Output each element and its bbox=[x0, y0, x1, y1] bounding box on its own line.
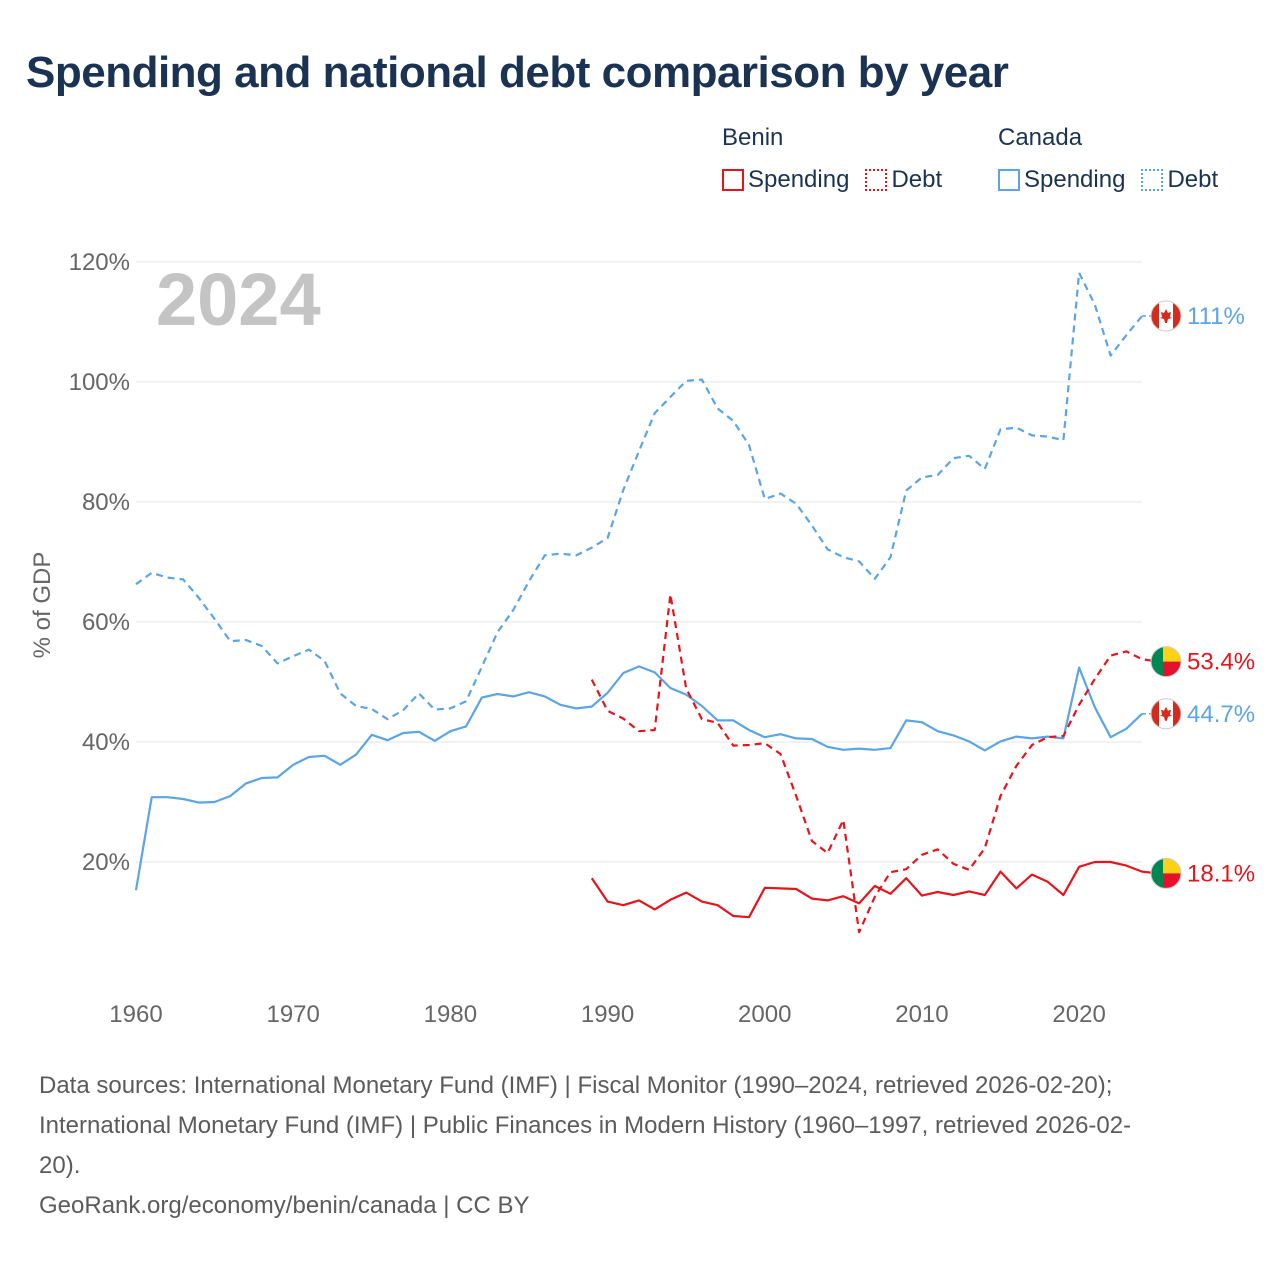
legend-swatch-solid-icon bbox=[998, 169, 1020, 191]
legend-canada-spending[interactable]: Spending bbox=[998, 166, 1125, 194]
y-axis-label: % of GDP bbox=[29, 552, 56, 659]
x-tick-label: 1960 bbox=[109, 1001, 162, 1028]
y-tick-label: 120% bbox=[69, 249, 130, 276]
series-line-benin-spending[interactable] bbox=[590, 860, 1158, 919]
legend-benin-spending[interactable]: Spending bbox=[722, 166, 849, 194]
y-tick-label: 100% bbox=[69, 369, 130, 396]
y-tick-label: 20% bbox=[82, 849, 130, 876]
chart-title: Spending and national debt comparison by… bbox=[26, 48, 1009, 97]
y-tick-label: 60% bbox=[82, 609, 130, 636]
x-tick-label: 1990 bbox=[581, 1001, 634, 1028]
source-line-3: 20). bbox=[39, 1152, 81, 1179]
end-value-label: 111% bbox=[1187, 303, 1245, 330]
legend-benin-name: Benin bbox=[722, 124, 784, 151]
legend-benin-debt[interactable]: Debt bbox=[865, 166, 942, 194]
legend-benin-debt-label: Debt bbox=[891, 166, 943, 193]
line-chart: 20% 40% 60% 80% 100% 120% 1960 1970 1980 1990 2000… bbox=[29, 249, 1255, 1028]
legend-benin: Benin Spending Debt bbox=[722, 124, 942, 194]
x-tick-label: 2010 bbox=[895, 1001, 948, 1028]
year-label: 2024 bbox=[156, 258, 321, 341]
source-credit[interactable]: GeoRank.org/economy/benin/canada | CC BY bbox=[39, 1192, 530, 1219]
canada-flag-icon bbox=[1150, 300, 1182, 332]
benin-flag-icon bbox=[1150, 857, 1182, 889]
legend-canada: Canada Spending Debt bbox=[998, 124, 1218, 194]
series-line-canada-spending[interactable] bbox=[134, 665, 1143, 891]
legend-benin-spending-label: Spending bbox=[748, 166, 850, 193]
series-line-benin-debt[interactable] bbox=[590, 593, 1158, 934]
y-tick-label: 80% bbox=[82, 489, 130, 516]
legend-swatch-dotted-icon bbox=[1141, 169, 1164, 191]
x-tick-label: 2020 bbox=[1052, 1001, 1105, 1028]
end-value-label: 18.1% bbox=[1187, 860, 1255, 887]
x-tick-label: 2000 bbox=[738, 1001, 791, 1028]
y-tick-label: 40% bbox=[82, 729, 130, 756]
legend-canada-name: Canada bbox=[998, 124, 1083, 151]
data-sources: Data sources: International Monetary Fun… bbox=[39, 1066, 1239, 1226]
legend-canada-spending-label: Spending bbox=[1024, 166, 1126, 193]
legend-canada-debt[interactable]: Debt bbox=[1141, 166, 1218, 194]
x-tick-label: 1970 bbox=[266, 1001, 319, 1028]
source-line-2: International Monetary Fund (IMF) | Publ… bbox=[39, 1112, 1132, 1139]
end-value-label: 53.4% bbox=[1187, 649, 1255, 676]
legend-canada-debt-label: Debt bbox=[1167, 166, 1219, 193]
source-line-1: Data sources: International Monetary Fun… bbox=[39, 1072, 1113, 1099]
legend-swatch-dotted-icon bbox=[865, 169, 888, 191]
x-tick-label: 1980 bbox=[424, 1001, 477, 1028]
end-value-label: 44.7% bbox=[1187, 701, 1255, 728]
benin-flag-icon bbox=[1150, 646, 1182, 678]
canada-flag-icon bbox=[1150, 698, 1182, 730]
legend-swatch-solid-icon bbox=[722, 169, 744, 191]
